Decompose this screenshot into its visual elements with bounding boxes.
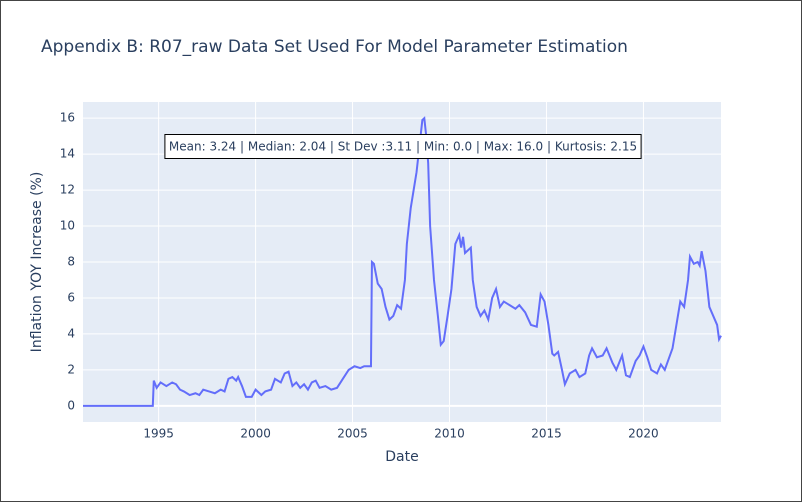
x-tick-label: 2000 [240,427,271,441]
y-tick-label: 8 [67,255,75,269]
y-tick-label: 16 [60,111,75,125]
y-tick-label: 4 [67,326,75,340]
y-tick-label: 2 [67,362,75,376]
x-axis-label: Date [385,449,418,465]
y-axis-label: Inflation YOY Increase (%) [29,172,45,353]
x-tick-label: 2010 [434,427,465,441]
annotation: Mean: 3.24 | Median: 2.04 | St Dev :3.11… [169,140,637,154]
y-tick-label: 14 [60,147,75,161]
x-tick-label: 2015 [531,427,562,441]
chart-title: Appendix B: R07_raw Data Set Used For Mo… [41,37,628,57]
x-tick-label: 2020 [628,427,659,441]
y-tick-label: 12 [60,183,75,197]
data-line [83,116,722,407]
y-tick-label: 0 [67,398,75,412]
y-tick-label: 6 [67,290,75,304]
annotation-box [164,134,642,159]
x-tick-label: 1995 [143,427,174,441]
y-tick-label: 10 [60,219,75,233]
x-tick-label: 2005 [337,427,368,441]
